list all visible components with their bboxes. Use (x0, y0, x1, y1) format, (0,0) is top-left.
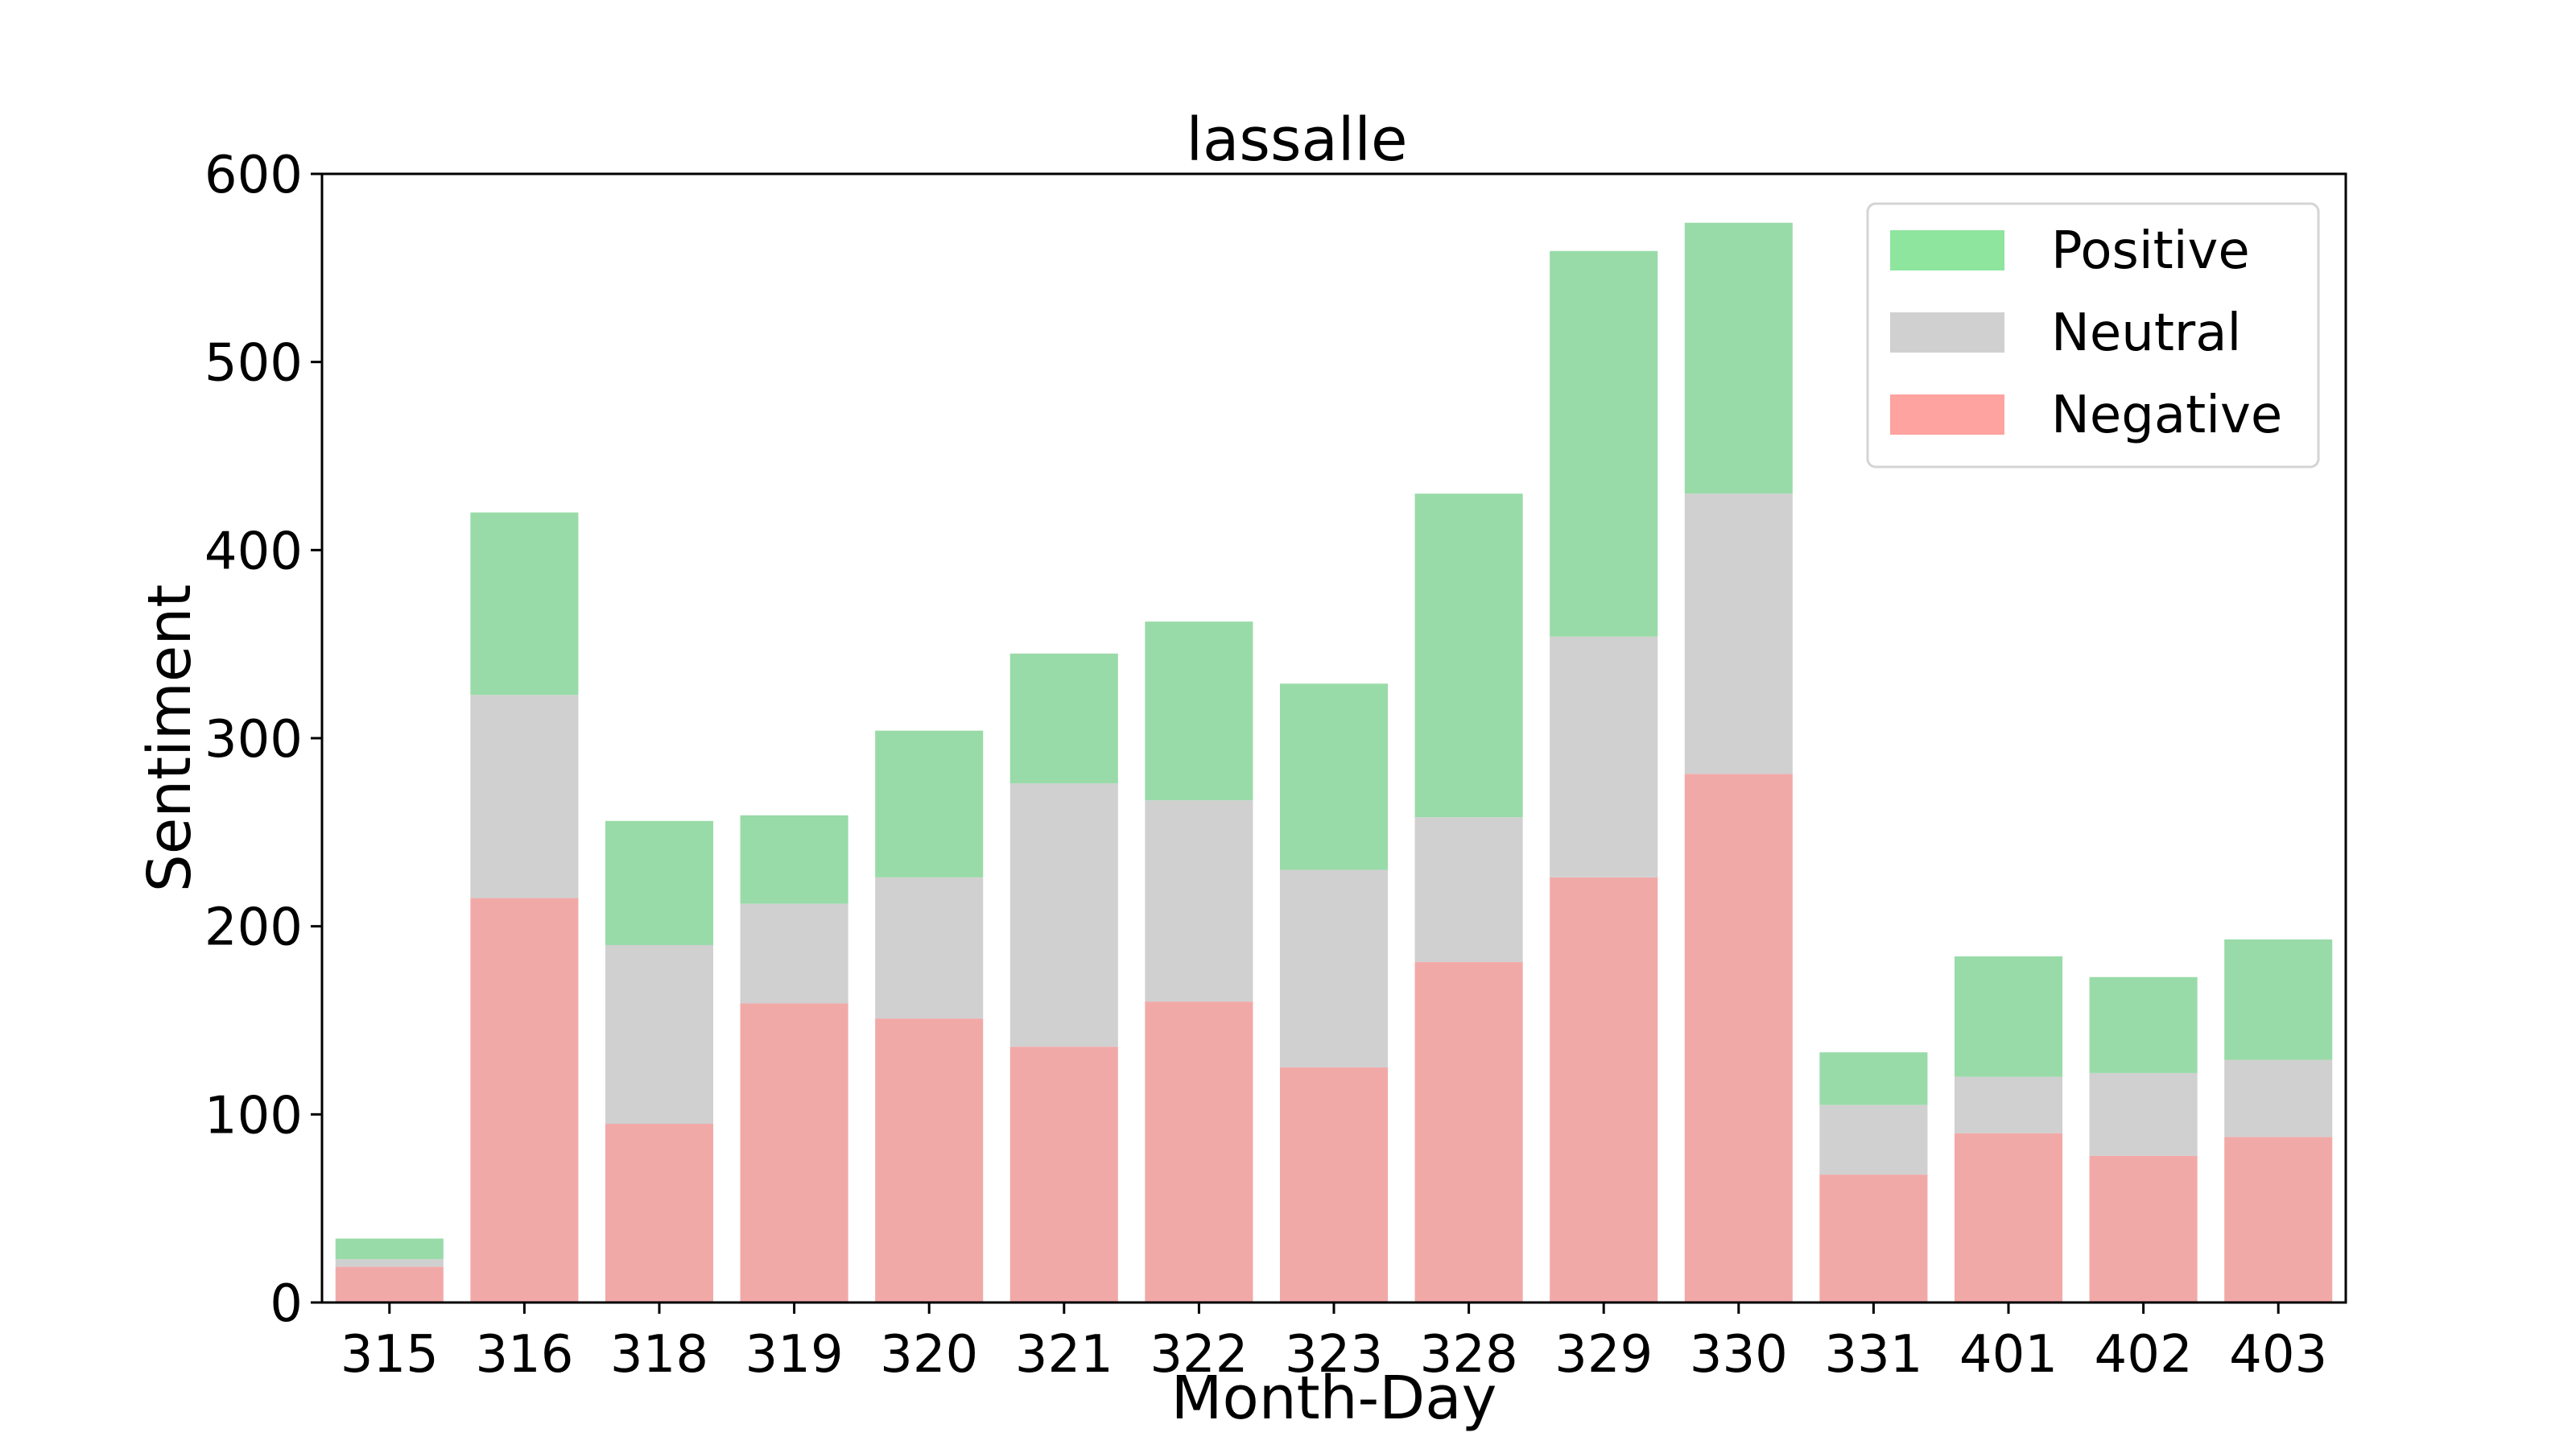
y-tick-label: 500 (204, 334, 303, 394)
y-axis-label: Sentiment (135, 584, 204, 893)
bar-negative-403 (2224, 1137, 2333, 1302)
bar-positive-316 (470, 512, 579, 696)
bar-positive-402 (2089, 976, 2198, 1073)
bar-negative-323 (1279, 1067, 1389, 1302)
bar-negative-319 (740, 1003, 848, 1302)
bar-neutral-318 (605, 945, 714, 1125)
y-tick-label: 300 (204, 710, 303, 770)
bar-negative-320 (875, 1018, 984, 1302)
bar-negative-328 (1414, 962, 1523, 1302)
y-tick-label: 0 (270, 1274, 303, 1334)
y-tick-label: 400 (204, 522, 303, 581)
x-tick-label: 321 (1015, 1325, 1113, 1385)
chart-title: lassalle (1186, 105, 1407, 175)
bar-negative-402 (2089, 1155, 2198, 1302)
bar-positive-321 (1009, 653, 1118, 784)
bar-negative-330 (1684, 774, 1793, 1302)
bar-neutral-321 (1009, 783, 1118, 1047)
legend-label-negative: Negative (2051, 386, 2282, 445)
legend-swatch-positive (1890, 230, 2004, 270)
bar-positive-331 (1819, 1052, 1928, 1105)
bar-negative-321 (1009, 1046, 1118, 1302)
bar-neutral-328 (1414, 817, 1523, 963)
y-axis: 0 100 200 300 400 500 600 (204, 146, 322, 1334)
x-tick-label: 330 (1690, 1325, 1788, 1385)
bar-negative-329 (1550, 877, 1658, 1302)
x-tick-label: 401 (1959, 1325, 2058, 1385)
bar-positive-319 (740, 815, 848, 904)
x-tick-label: 323 (1285, 1325, 1383, 1385)
x-axis: 315 316 318 319 320 321 322 323 328 329 330 331 401 4… (341, 1302, 2327, 1385)
bar-neutral-402 (2089, 1072, 2198, 1156)
bar-positive-330 (1684, 222, 1793, 494)
x-tick-label: 318 (610, 1325, 708, 1385)
bar-neutral-315 (335, 1259, 444, 1267)
bar-neutral-323 (1279, 869, 1389, 1067)
y-tick-label: 600 (204, 146, 303, 205)
legend-label-neutral: Neutral (2051, 303, 2241, 363)
bar-positive-403 (2224, 939, 2333, 1060)
x-tick-label: 329 (1554, 1325, 1653, 1385)
bar-negative-315 (335, 1266, 444, 1302)
bar-neutral-320 (875, 877, 984, 1019)
bar-positive-328 (1414, 493, 1523, 818)
bar-positive-315 (335, 1238, 444, 1260)
x-tick-label: 403 (2229, 1325, 2327, 1385)
bar-neutral-331 (1819, 1104, 1928, 1175)
bar-neutral-319 (740, 903, 848, 1004)
legend-swatch-negative (1890, 394, 2004, 435)
legend-label-positive: Positive (2051, 221, 2250, 281)
x-tick-label: 319 (745, 1325, 844, 1385)
x-tick-label: 315 (341, 1325, 439, 1385)
y-tick-label: 200 (204, 898, 303, 958)
x-tick-label: 322 (1150, 1325, 1248, 1385)
x-axis-label: Month-Day (1171, 1364, 1497, 1433)
x-tick-label: 316 (475, 1325, 573, 1385)
bar-positive-322 (1145, 621, 1253, 801)
bar-negative-318 (605, 1124, 714, 1302)
bar-positive-401 (1954, 956, 2063, 1077)
bars-group (335, 222, 2333, 1302)
bar-positive-323 (1279, 683, 1389, 870)
legend: Positive Neutral Negative (1866, 202, 2320, 469)
bar-neutral-322 (1145, 800, 1253, 1002)
legend-swatch-neutral (1890, 312, 2004, 353)
bar-neutral-329 (1550, 636, 1658, 877)
y-tick-label: 100 (204, 1086, 303, 1146)
x-tick-label: 320 (880, 1325, 978, 1385)
bar-negative-322 (1145, 1001, 1253, 1302)
x-tick-label: 331 (1824, 1325, 1922, 1385)
bar-positive-329 (1550, 250, 1658, 637)
x-tick-label: 402 (2095, 1325, 2193, 1385)
x-tick-label: 328 (1420, 1325, 1518, 1385)
bar-neutral-316 (470, 695, 579, 898)
bar-negative-316 (470, 898, 579, 1302)
bar-positive-320 (875, 730, 984, 877)
bar-neutral-330 (1684, 493, 1793, 774)
bar-positive-318 (605, 820, 714, 946)
bar-negative-331 (1819, 1174, 1928, 1302)
bar-negative-401 (1954, 1133, 2063, 1302)
bar-neutral-401 (1954, 1076, 2063, 1133)
bar-neutral-403 (2224, 1059, 2333, 1137)
